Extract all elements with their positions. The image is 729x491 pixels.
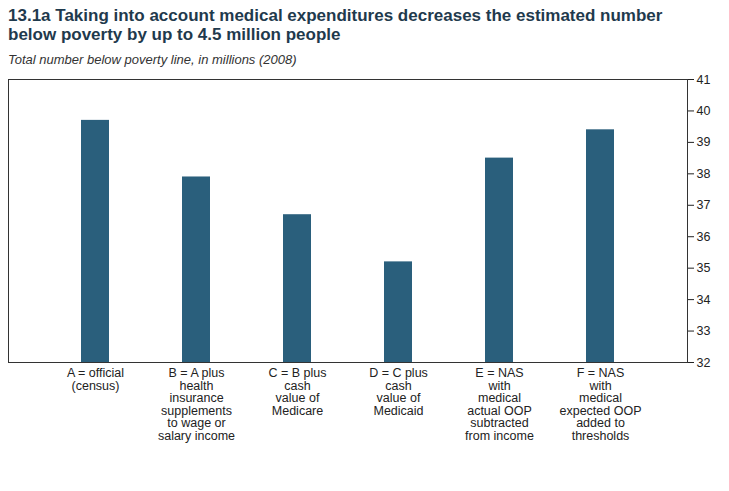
svg-text:40: 40: [697, 104, 711, 118]
svg-text:36: 36: [697, 230, 711, 244]
svg-text:C = B pluscashvalue ofMedicare: C = B pluscashvalue ofMedicare: [268, 366, 326, 418]
svg-text:34: 34: [697, 293, 711, 307]
svg-text:B = A plushealthinsurancesuppl: B = A plushealthinsurancesupplementsto w…: [158, 366, 235, 443]
svg-text:F = NASwithmedicalexpected OOP: F = NASwithmedicalexpected OOPadded toth…: [560, 366, 642, 443]
svg-text:35: 35: [697, 261, 711, 275]
svg-text:39: 39: [697, 135, 711, 149]
svg-text:E = NASwithmedicalactual OOPsu: E = NASwithmedicalactual OOPsubtractedfr…: [465, 366, 534, 443]
svg-text:33: 33: [697, 324, 711, 338]
svg-text:32: 32: [697, 356, 711, 370]
html-text:Total number below poverty lin: Total number below poverty line, in mill…: [8, 52, 297, 67]
svg-text:41: 41: [697, 73, 711, 87]
svg-text:37: 37: [697, 198, 711, 212]
svg-text:A = official(census): A = official(census): [67, 366, 124, 393]
html-text:13.1a Taking into account medi: 13.1a Taking into account medical expend…: [8, 6, 663, 44]
svg-text:D = C pluscashvalue ofMedicaid: D = C pluscashvalue ofMedicaid: [369, 366, 428, 418]
svg-text:38: 38: [697, 167, 711, 181]
